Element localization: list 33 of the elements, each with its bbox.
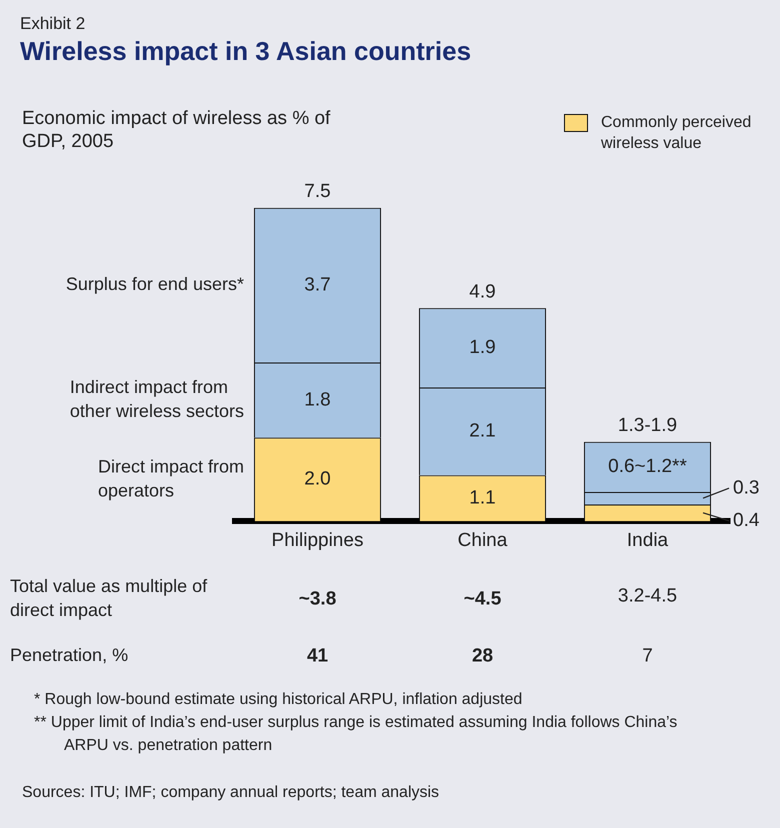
source-note: Sources: ITU; IMF; company annual reports; team analysis	[22, 784, 440, 802]
data-label: 2.1	[469, 420, 496, 442]
total-label: 4.9	[469, 281, 496, 302]
data-label: 1.1	[469, 487, 496, 508]
text: ~4.5	[464, 588, 502, 610]
text: Exhibit 2	[20, 14, 86, 34]
text: 28	[472, 645, 494, 666]
data-label: 0.6~1.2**	[608, 456, 688, 478]
text: 41	[306, 645, 328, 666]
text: Commonly perceived wireless value	[601, 113, 752, 154]
chart-title: Wireless impact in 3 Asian countries	[20, 36, 472, 67]
x-tick-label: Philippines	[272, 530, 364, 551]
total-label: 1.3-1.9	[618, 415, 678, 436]
data-label: 1.8	[304, 389, 331, 410]
series-label: Indirect impact from other wireless sectors	[70, 377, 244, 422]
text: 7	[642, 645, 653, 666]
data-label: 1.9	[469, 337, 496, 358]
x-tick-label: China	[458, 530, 508, 551]
series-label: Direct impact from operators	[98, 456, 244, 500]
text: Total value as multiple of direct impact	[10, 576, 208, 620]
text: Penetration, %	[10, 645, 128, 666]
total-label: 7.5	[304, 181, 331, 202]
y-axis-title: Economic impact of wireless as % of GDP, 2005	[22, 107, 332, 153]
data-label: 3.7	[304, 274, 331, 296]
data-label: 0.3	[733, 477, 760, 498]
series-label: Surplus for end users*	[66, 274, 244, 294]
text: ** Upper limit of India’s end-user surplus range is estimated assuming India follows China’s ARPU vs. penetration pattern	[34, 713, 678, 756]
data-label: 0.4	[733, 510, 760, 532]
text: 3.2-4.5	[618, 585, 678, 606]
text: ~3.8	[298, 588, 336, 610]
text: * Rough low-bound estimate using historical ARPU, inflation adjusted	[34, 690, 524, 710]
x-tick-label: India	[626, 530, 669, 551]
data-label: 2.0	[304, 468, 331, 490]
